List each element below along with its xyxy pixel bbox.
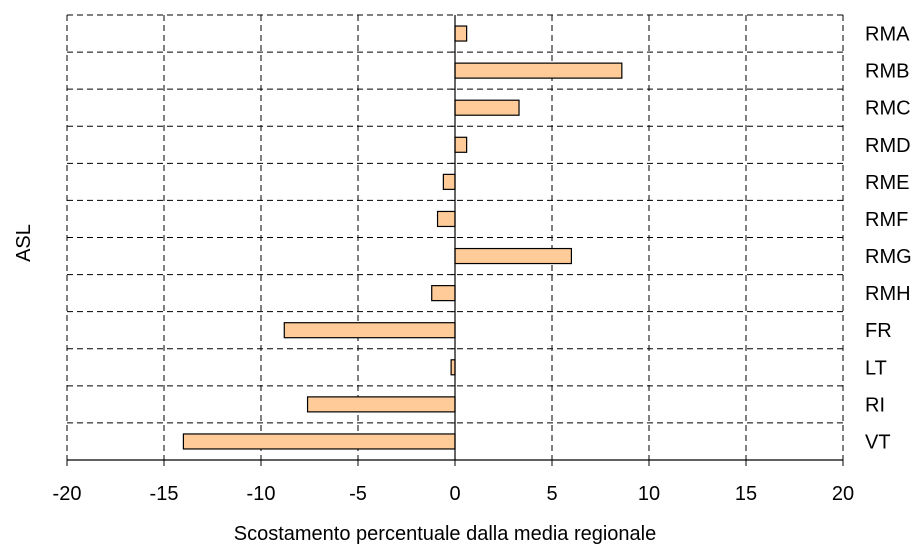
x-tick-label: 20: [832, 483, 854, 505]
category-label: RMF: [865, 209, 908, 231]
bar-rma: [454, 25, 468, 42]
category-label: VT: [865, 431, 891, 453]
x-tick-label: -5: [349, 483, 367, 505]
y-axis-title: ASL: [13, 224, 35, 262]
bar-vt: [182, 433, 456, 450]
bar-ri: [306, 396, 456, 413]
bar-rme: [442, 173, 456, 190]
x-tick-label: -15: [150, 483, 179, 505]
x-tick-label: -20: [53, 483, 82, 505]
bar-rmc: [454, 99, 520, 116]
bar-rmb: [454, 62, 623, 79]
category-label: RI: [865, 394, 885, 416]
grid-lines: [66, 14, 844, 460]
x-tick-label: -10: [247, 483, 276, 505]
bar-rmd: [454, 136, 468, 153]
category-label: FR: [865, 320, 892, 342]
axes: [66, 15, 844, 466]
labels: -20 -15 -10 -5 0 5 10 15 20 RMA RMB RMC RMD RME RMF RMG…: [53, 24, 912, 505]
category-label: RMC: [865, 98, 911, 120]
x-tick-label: 0: [449, 483, 460, 505]
x-tick-label: 10: [638, 483, 660, 505]
x-tick-label: 15: [735, 483, 757, 505]
bar-rmh: [431, 285, 456, 302]
category-label: RMH: [865, 283, 911, 305]
category-label: LT: [865, 357, 887, 379]
bar-rmf: [436, 210, 456, 228]
category-label: RMD: [865, 135, 911, 157]
category-label: RME: [865, 172, 909, 194]
category-label: RMA: [865, 24, 910, 46]
category-label: RMB: [865, 61, 909, 83]
category-label: RMG: [865, 246, 912, 268]
bar-rmg: [454, 247, 573, 265]
bar-fr: [283, 322, 456, 339]
x-tick-label: 5: [546, 483, 557, 505]
x-axis-title: Scostamento percentuale dalla media regi…: [234, 523, 657, 545]
